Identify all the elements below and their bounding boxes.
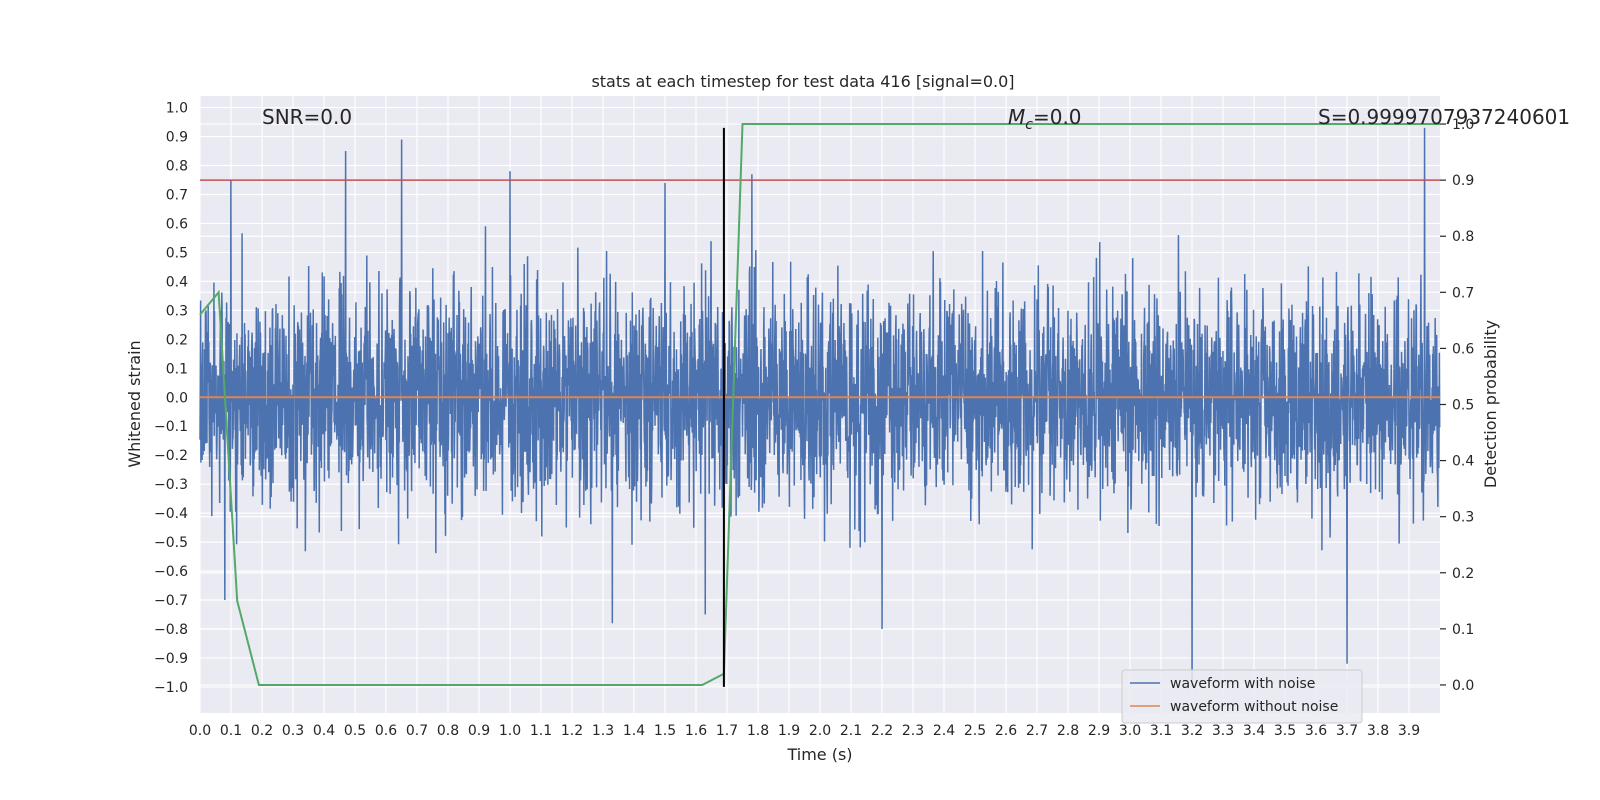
y2-axis-ticks: 0.0 0.1 0.2 0.3 0.4 0.5 0.6 0.7 0.8 0.9 1.0	[1440, 117, 1474, 694]
y2-tick-label: 0.1	[1452, 622, 1474, 638]
y-tick-label: 1.0	[166, 101, 188, 117]
x-tick-label: 3.0	[1119, 723, 1141, 739]
series-overlays	[199, 123, 1440, 687]
x-tick-label: 1.1	[530, 723, 552, 739]
series-waveform-with-noise	[199, 127, 1441, 687]
x-tick-label: 3.1	[1150, 723, 1172, 739]
legend-label-noise: waveform with noise	[1170, 676, 1315, 692]
x-tick-label: 2.7	[1026, 723, 1048, 739]
y2-tick-label: 0.3	[1452, 510, 1474, 526]
x-tick-label: 1.3	[592, 723, 614, 739]
x-tick-label: 0.8	[437, 723, 459, 739]
y-tick-label: −0.4	[154, 506, 188, 522]
x-tick-label: 3.4	[1243, 723, 1265, 739]
y-tick-label: −0.3	[154, 477, 188, 493]
y2-tick-label: 0.2	[1452, 566, 1474, 582]
y2-tick-label: 0.5	[1452, 398, 1474, 414]
x-tick-label: 1.7	[716, 723, 738, 739]
y2-tick-label: 0.9	[1452, 173, 1474, 189]
y-tick-label: 0.8	[166, 159, 188, 175]
y2-tick-label: 0.0	[1452, 678, 1474, 694]
y-tick-label: −0.6	[154, 564, 188, 580]
mc-value: =0.0	[1033, 105, 1082, 129]
x-tick-label: 3.2	[1181, 723, 1203, 739]
mc-subscript: c	[1025, 117, 1033, 133]
y2-tick-label: 0.4	[1452, 454, 1474, 470]
y-tick-label: 0.9	[166, 130, 188, 146]
x-tick-label: 0.9	[468, 723, 490, 739]
s-annotation: S=0.9999707937240601	[1318, 105, 1570, 129]
x-tick-label: 3.7	[1336, 723, 1358, 739]
y-tick-label: 0.4	[166, 274, 188, 290]
x-tick-label: 0.2	[251, 723, 273, 739]
y-tick-label: 0.2	[166, 332, 188, 348]
x-tick-label: 2.9	[1088, 723, 1110, 739]
legend: waveform with noise waveform without noi…	[1121, 669, 1363, 724]
x-tick-label: 1.2	[561, 723, 583, 739]
x-tick-label: 0.1	[220, 723, 242, 739]
y2-axis-title: Detection probability	[1481, 320, 1500, 488]
x-tick-label: 3.6	[1305, 723, 1327, 739]
chart-title: stats at each timestep for test data 416…	[591, 72, 1014, 91]
x-tick-label: 1.4	[623, 723, 645, 739]
y-tick-label: −0.7	[154, 593, 188, 609]
x-tick-label: 2.3	[902, 723, 924, 739]
x-tick-label: 3.9	[1398, 723, 1420, 739]
y-tick-label: −0.1	[154, 419, 188, 435]
y2-tick-label: 0.7	[1452, 285, 1474, 301]
mc-symbol: M	[1008, 105, 1025, 129]
x-tick-label: 2.2	[871, 723, 893, 739]
detection-probability-line	[199, 123, 1440, 686]
y-tick-label: −0.2	[154, 448, 188, 464]
x-tick-label: 1.9	[778, 723, 800, 739]
y-tick-label: −0.5	[154, 535, 188, 551]
y2-tick-label: 0.6	[1452, 341, 1474, 357]
x-axis-title: Time (s)	[786, 745, 852, 764]
y-tick-label: 0.3	[166, 303, 188, 319]
mc-annotation: Mc=0.0	[1008, 105, 1082, 133]
x-tick-label: 2.4	[933, 723, 955, 739]
x-axis-ticks: 0.0 0.1 0.2 0.3 0.4 0.5 0.6 0.7 0.8 0.9 1.0 1.1 1.2 1…	[189, 723, 1420, 739]
x-tick-label: 1.5	[654, 723, 676, 739]
y-axis-title: Whitened strain	[125, 340, 144, 467]
legend-box	[1121, 669, 1363, 724]
x-tick-label: 2.1	[840, 723, 862, 739]
x-tick-label: 1.6	[685, 723, 707, 739]
y-tick-label: 0.1	[166, 361, 188, 377]
x-tick-label: 1.8	[747, 723, 769, 739]
y-tick-label: 0.0	[166, 390, 188, 406]
y-tick-label: 0.5	[166, 245, 188, 261]
x-tick-label: 3.5	[1274, 723, 1296, 739]
y-tick-label: 0.7	[166, 187, 188, 203]
waveform-with-noise-line	[199, 127, 1441, 687]
x-tick-label: 2.5	[964, 723, 986, 739]
y-tick-label: −1.0	[154, 680, 188, 696]
x-tick-label: 0.6	[375, 723, 397, 739]
y2-tick-label: 1.0	[1452, 117, 1474, 133]
x-tick-label: 1.0	[499, 723, 521, 739]
x-tick-label: 0.4	[313, 723, 335, 739]
x-tick-label: 0.0	[189, 723, 211, 739]
x-tick-label: 3.3	[1212, 723, 1234, 739]
x-tick-label: 0.7	[406, 723, 428, 739]
snr-annotation: SNR=0.0	[262, 105, 352, 129]
x-tick-label: 2.8	[1057, 723, 1079, 739]
y-tick-label: −0.8	[154, 622, 188, 638]
x-tick-label: 3.8	[1367, 723, 1389, 739]
y-axis-ticks: −1.0 −0.9 −0.8 −0.7 −0.6 −0.5 −0.4 −0.3 −0.2 −0.1…	[154, 101, 188, 696]
y2-tick-label: 0.8	[1452, 229, 1474, 245]
x-tick-label: 0.5	[344, 723, 366, 739]
y-tick-label: −0.9	[154, 651, 188, 667]
x-tick-label: 0.3	[282, 723, 304, 739]
legend-label-clean: waveform without noise	[1170, 699, 1338, 715]
x-tick-label: 2.6	[995, 723, 1017, 739]
x-tick-label: 2.0	[809, 723, 831, 739]
y-tick-label: 0.6	[166, 216, 188, 232]
